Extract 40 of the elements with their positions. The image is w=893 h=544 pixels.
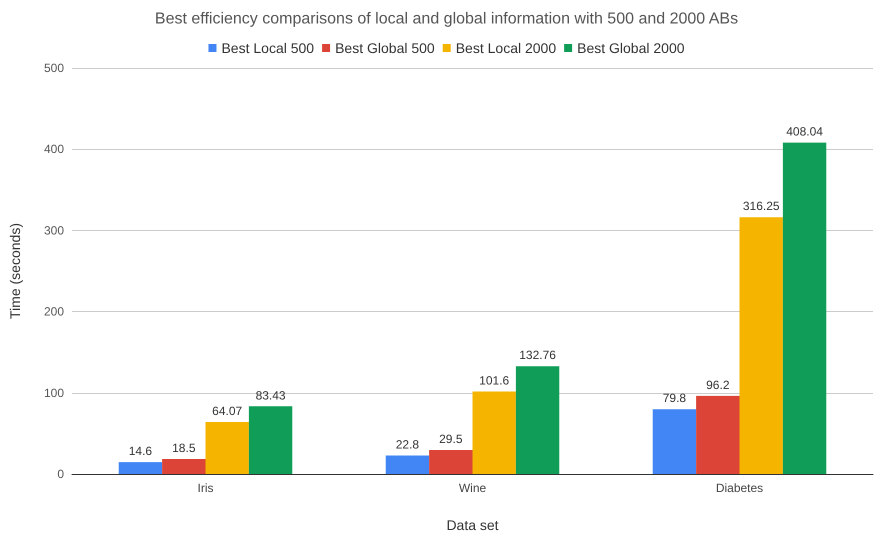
bar: [696, 396, 740, 474]
data-label: 101.6: [479, 374, 510, 388]
legend-label: Best Local 500: [221, 40, 314, 56]
data-label: 18.5: [172, 440, 196, 455]
data-label: 14.6: [128, 444, 152, 458]
legend-label: Best Local 2000: [456, 40, 556, 56]
legend-label: Best Global 500: [335, 40, 435, 56]
bar: [118, 462, 162, 474]
bar: [472, 392, 516, 474]
legend-label: Best Global 2000: [577, 40, 685, 56]
bar: [429, 450, 472, 474]
bar: [782, 142, 826, 474]
data-label: 83.43: [256, 388, 286, 402]
data-label: 132.76: [519, 348, 556, 362]
data-label: 96.2: [706, 378, 730, 392]
data-label: 29.5: [439, 432, 463, 446]
data-label: 316.25: [742, 199, 780, 214]
y-tick-label: 0: [57, 467, 64, 481]
y-tick-label: 400: [44, 142, 64, 156]
data-label: 79.8: [662, 391, 686, 406]
data-label: 64.07: [212, 404, 243, 418]
x-tick-label: Wine: [458, 481, 486, 495]
y-tick-label: 500: [44, 61, 64, 75]
y-tick-label: 100: [44, 386, 64, 400]
chart-title: Best efficiency comparisons of local and global information with 500 and 2000 ABs: [154, 10, 738, 28]
x-axis-title: Data set: [446, 517, 499, 533]
bar: [516, 366, 560, 474]
data-label: 408.04: [786, 124, 824, 139]
bar: [248, 406, 292, 474]
bar: [740, 217, 783, 474]
bar: [386, 455, 430, 474]
y-tick-label: 200: [44, 304, 64, 319]
y-tick-label: 300: [44, 223, 64, 238]
data-label: 22.8: [396, 437, 420, 452]
y-axis-title: Time (seconds): [7, 223, 23, 319]
bar: [162, 458, 206, 474]
bar: [652, 409, 696, 474]
bar: [206, 422, 249, 474]
x-tick-label: Diabetes: [716, 481, 764, 495]
x-tick-label: Iris: [198, 481, 214, 495]
